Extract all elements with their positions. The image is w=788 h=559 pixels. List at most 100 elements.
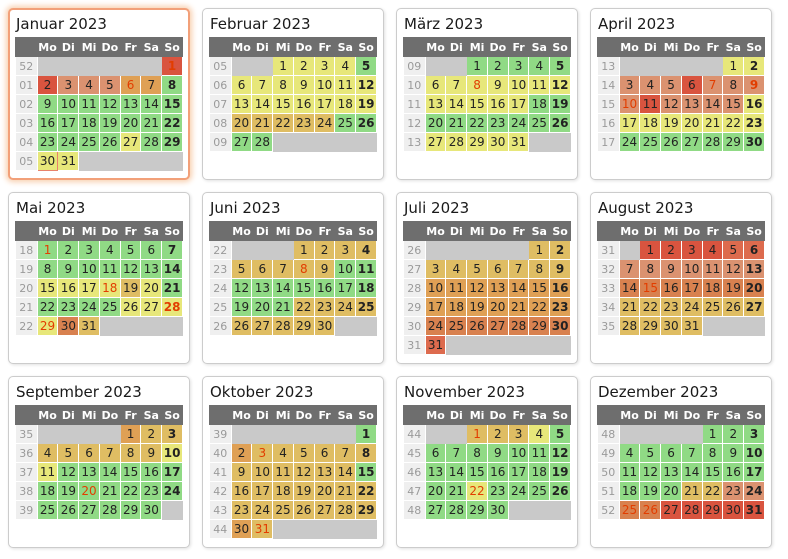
day-cell[interactable]: 25: [618, 500, 641, 520]
day-cell[interactable]: 16: [57, 278, 80, 298]
day-cell[interactable]: 4: [701, 240, 724, 260]
day-cell[interactable]: 2: [292, 56, 315, 76]
day-cell[interactable]: 20: [743, 278, 765, 298]
day-cell[interactable]: 27: [424, 500, 447, 520]
day-cell[interactable]: 29: [722, 132, 745, 152]
day-cell[interactable]: 8: [161, 75, 183, 95]
day-cell[interactable]: 10: [334, 259, 357, 279]
day-cell[interactable]: 27: [313, 500, 336, 520]
day-cell[interactable]: 14: [272, 278, 294, 298]
day-cell[interactable]: 12: [466, 278, 488, 298]
day-cell[interactable]: 24: [57, 132, 80, 152]
day-cell[interactable]: 23: [140, 481, 163, 501]
day-cell[interactable]: 31: [507, 132, 530, 152]
day-cell[interactable]: 29: [161, 132, 183, 152]
day-cell[interactable]: 16: [549, 278, 571, 298]
day-cell[interactable]: 9: [57, 259, 80, 279]
day-cell[interactable]: 8: [292, 259, 315, 279]
day-cell[interactable]: 7: [251, 75, 274, 95]
day-cell[interactable]: 24: [78, 297, 100, 317]
day-cell[interactable]: 6: [660, 443, 682, 463]
day-cell[interactable]: 25: [36, 500, 59, 520]
day-cell[interactable]: 3: [251, 443, 274, 463]
day-cell[interactable]: 14: [161, 259, 183, 279]
day-cell[interactable]: 8: [701, 443, 724, 463]
day-cell[interactable]: 2: [660, 240, 682, 260]
day-cell[interactable]: 31: [424, 335, 447, 355]
day-cell[interactable]: 31: [251, 519, 274, 539]
day-cell[interactable]: 9: [722, 443, 745, 463]
day-cell[interactable]: 22: [292, 297, 315, 317]
day-cell[interactable]: 20: [140, 278, 163, 298]
day-cell[interactable]: 23: [230, 500, 253, 520]
day-cell[interactable]: 9: [486, 75, 509, 95]
day-cell[interactable]: 13: [140, 259, 163, 279]
day-cell[interactable]: 17: [313, 94, 336, 114]
day-cell[interactable]: 23: [486, 113, 509, 133]
day-cell[interactable]: 17: [680, 278, 703, 298]
day-cell[interactable]: 6: [230, 75, 253, 95]
day-cell[interactable]: 18: [528, 94, 551, 114]
day-cell[interactable]: 2: [230, 443, 253, 463]
day-cell[interactable]: 6: [119, 75, 142, 95]
day-cell[interactable]: 12: [639, 462, 662, 482]
day-cell[interactable]: 3: [424, 259, 447, 279]
day-cell[interactable]: 11: [618, 462, 641, 482]
day-cell[interactable]: 20: [424, 113, 447, 133]
day-cell[interactable]: 19: [292, 481, 315, 501]
day-cell[interactable]: 19: [549, 94, 571, 114]
day-cell[interactable]: 17: [618, 113, 641, 133]
day-cell[interactable]: 13: [680, 94, 703, 114]
day-cell[interactable]: 28: [161, 297, 183, 317]
day-cell[interactable]: 7: [140, 75, 163, 95]
day-cell[interactable]: 4: [36, 443, 59, 463]
day-cell[interactable]: 16: [36, 113, 59, 133]
day-cell[interactable]: 13: [119, 94, 142, 114]
day-cell[interactable]: 28: [140, 132, 163, 152]
day-cell[interactable]: 28: [98, 500, 121, 520]
day-cell[interactable]: 2: [486, 424, 509, 444]
day-cell[interactable]: 21: [161, 278, 183, 298]
day-cell[interactable]: 16: [660, 278, 682, 298]
day-cell[interactable]: 18: [445, 297, 468, 317]
day-cell[interactable]: 14: [445, 462, 468, 482]
day-cell[interactable]: 20: [424, 481, 447, 501]
day-cell[interactable]: 13: [251, 278, 274, 298]
day-cell[interactable]: 14: [618, 278, 641, 298]
day-cell[interactable]: 5: [355, 56, 377, 76]
day-cell[interactable]: 19: [660, 113, 682, 133]
day-cell[interactable]: 20: [230, 113, 253, 133]
day-cell[interactable]: 29: [466, 500, 488, 520]
day-cell[interactable]: 5: [466, 259, 488, 279]
day-cell[interactable]: 25: [334, 113, 357, 133]
day-cell[interactable]: 23: [486, 481, 509, 501]
day-cell[interactable]: 1: [466, 424, 488, 444]
day-cell[interactable]: 12: [119, 259, 142, 279]
day-cell[interactable]: 5: [98, 75, 121, 95]
day-cell-today[interactable]: 30: [36, 151, 59, 171]
day-cell[interactable]: 22: [272, 113, 294, 133]
day-cell[interactable]: 26: [549, 481, 571, 501]
day-cell[interactable]: 4: [98, 240, 121, 260]
day-cell[interactable]: 24: [680, 297, 703, 317]
day-cell[interactable]: 13: [424, 94, 447, 114]
day-cell[interactable]: 15: [701, 462, 724, 482]
day-cell[interactable]: 26: [119, 297, 142, 317]
day-cell[interactable]: 21: [701, 113, 724, 133]
day-cell[interactable]: 10: [743, 443, 765, 463]
day-cell[interactable]: 6: [486, 259, 509, 279]
day-cell[interactable]: 23: [743, 113, 765, 133]
day-cell[interactable]: 11: [98, 259, 121, 279]
day-cell[interactable]: 18: [36, 481, 59, 501]
day-cell[interactable]: 26: [639, 500, 662, 520]
day-cell[interactable]: 16: [140, 462, 163, 482]
day-cell[interactable]: 23: [549, 297, 571, 317]
day-cell[interactable]: 24: [743, 481, 765, 501]
day-cell[interactable]: 20: [119, 113, 142, 133]
day-cell[interactable]: 19: [230, 297, 253, 317]
day-cell[interactable]: 24: [313, 113, 336, 133]
day-cell[interactable]: 9: [313, 259, 336, 279]
day-cell[interactable]: 9: [486, 443, 509, 463]
day-cell[interactable]: 15: [355, 462, 377, 482]
day-cell[interactable]: 5: [57, 443, 80, 463]
